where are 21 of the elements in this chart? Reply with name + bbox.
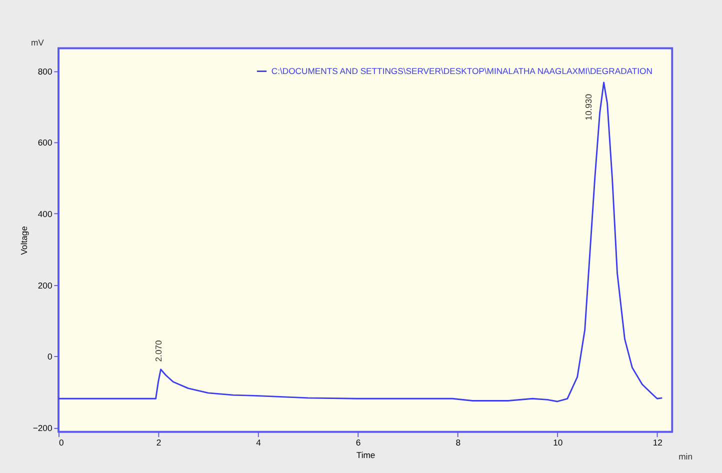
- y-axis-title: Voltage: [19, 226, 30, 255]
- x-tick-label: 6: [356, 438, 361, 448]
- x-tick-label: 8: [456, 438, 461, 448]
- text: mV: [30, 37, 44, 48]
- y-tick-label: 200: [38, 280, 52, 290]
- x-tick-label: 12: [652, 438, 663, 448]
- y-tick-label: −200: [32, 422, 52, 433]
- y-tick-label: 800: [38, 66, 52, 76]
- x-tick-label: 10: [553, 438, 563, 448]
- annotation: 2.070: [154, 340, 164, 362]
- x-tick-label: 0: [58, 438, 64, 448]
- annotation: 10.930: [583, 94, 594, 120]
- x-axis-title: Time: [356, 450, 376, 460]
- y-tick-label: 0: [47, 352, 52, 362]
- line-series: [58, 82, 663, 402]
- y-tick-label: 600: [38, 138, 52, 148]
- x-tick-label: 4: [256, 438, 262, 448]
- x-tick-label: 2: [156, 438, 162, 448]
- y-tick-label: 400: [38, 209, 52, 219]
- text: min: [678, 452, 693, 462]
- legend-label: C:\DOCUMENTS AND SETTINGS\SERVER\DESKTOP\MINALATHA NAAGLAXMI\DEGRADATION: [271, 66, 652, 76]
